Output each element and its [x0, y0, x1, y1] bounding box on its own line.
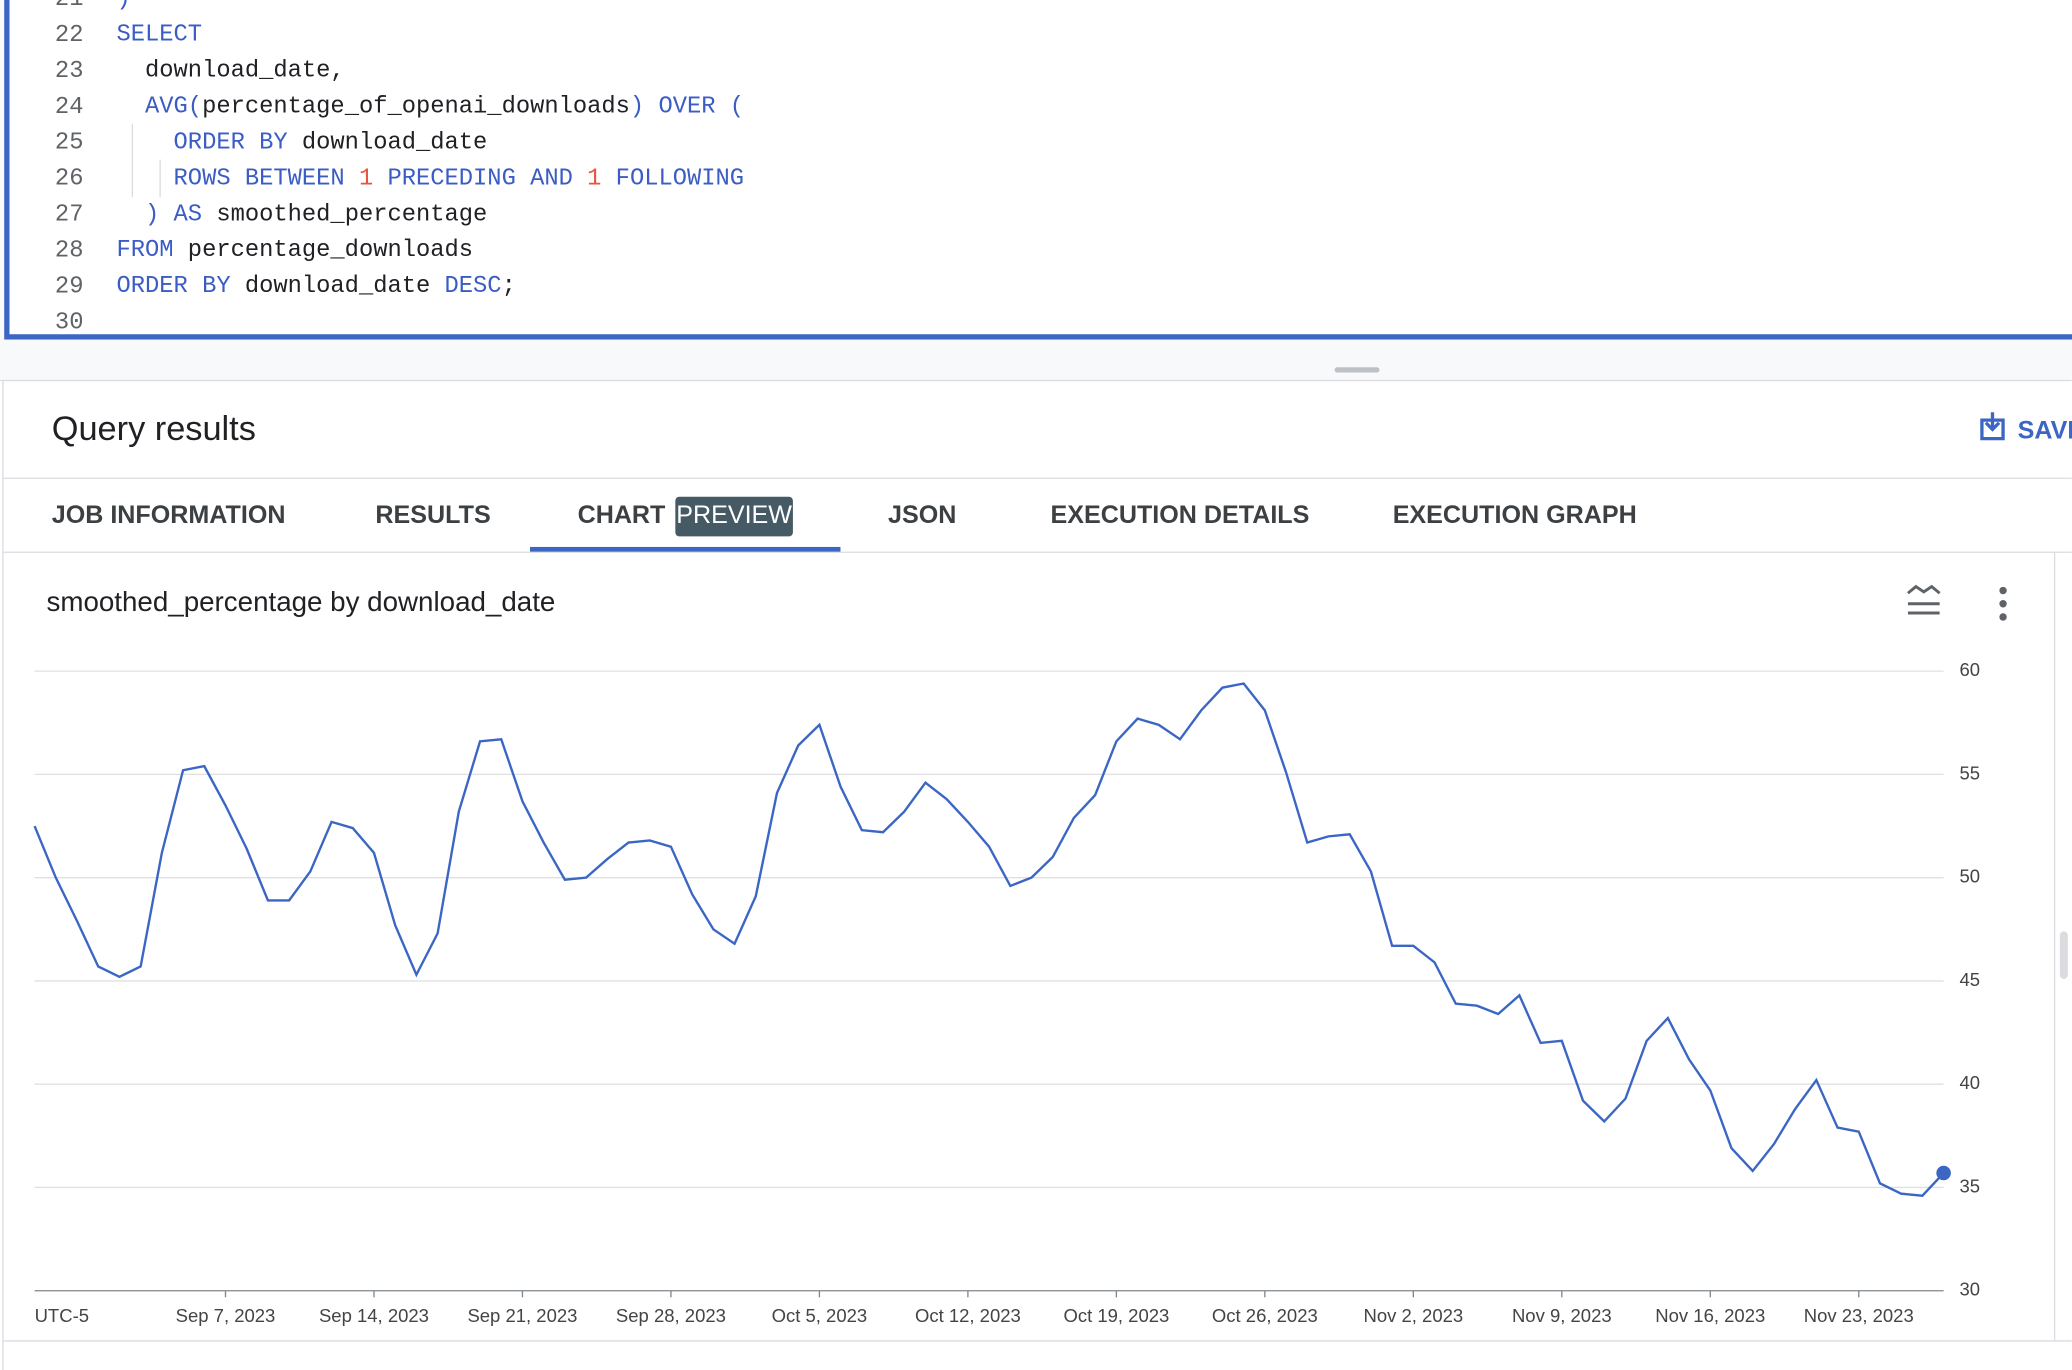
line-number: 28 — [55, 238, 84, 265]
code-line: ROWS BETWEEN 1 PRECEDING AND 1 FOLLOWING — [117, 166, 745, 193]
active-indicator — [530, 546, 841, 553]
y-tick-label: 60 — [1959, 659, 1980, 680]
line-number: 27 — [55, 202, 84, 229]
x-tick-label: Sep 28, 2023 — [616, 1305, 726, 1326]
line-number: 22 — [55, 22, 84, 49]
x-tick-label: Nov 16, 2023 — [1655, 1305, 1765, 1326]
data-point[interactable] — [1936, 1165, 1951, 1181]
x-tick-label: Nov 2, 2023 — [1363, 1305, 1463, 1326]
y-tick-label: 40 — [1959, 1072, 1980, 1093]
resize-handle[interactable] — [1334, 367, 1380, 373]
x-tick-label: Oct 12, 2023 — [915, 1305, 1021, 1326]
x-tick-label: Oct 5, 2023 — [772, 1305, 868, 1326]
tab[interactable]: EXECUTION GRAPH — [1393, 501, 1637, 529]
line-number: 21 — [55, 0, 84, 13]
tab[interactable]: EXECUTION DETAILS — [1051, 501, 1310, 529]
legend-toggle[interactable] — [1907, 584, 1941, 615]
code-token: 1 — [587, 166, 601, 193]
line-number: 23 — [55, 58, 84, 85]
code-token: ) — [117, 0, 131, 13]
line-number: 30 — [55, 309, 84, 336]
code-token: download_date — [231, 273, 431, 300]
code-token: SELECT — [117, 22, 203, 49]
scrollbar[interactable] — [2059, 931, 2068, 979]
code-line: ORDER BY download_date DESC; — [117, 273, 516, 300]
x-tick-label: Nov 23, 2023 — [1804, 1305, 1914, 1326]
tab[interactable]: RESULTS — [375, 501, 490, 529]
chart: 30 35 40 45 50 55 60 Sep 7, 2023 Sep 14, 2023 Sep… — [33, 659, 1980, 1326]
save-icon[interactable] — [1980, 412, 2005, 441]
line-number: 25 — [55, 130, 84, 157]
code-line: ) — [117, 0, 131, 13]
tab-bar: JOB INFORMATION RESULTS CHART PREVIEW JSON EX… — [52, 496, 1637, 553]
y-tick-label: 50 — [1959, 866, 1980, 887]
y-tick-label: 45 — [1959, 969, 1980, 990]
code-token: PRECEDING AND — [373, 166, 587, 193]
line-number: 29 — [55, 273, 84, 300]
code-token: FROM — [117, 238, 174, 265]
x-tick-label: Sep 7, 2023 — [176, 1305, 276, 1326]
tab[interactable]: CHART — [578, 501, 666, 529]
code-token: DESC — [430, 273, 501, 300]
line-number: 26 — [55, 166, 84, 193]
x-tick-label: Oct 19, 2023 — [1063, 1305, 1169, 1326]
tab[interactable]: JSON — [888, 501, 956, 529]
code-token: ) OVER ( — [630, 94, 744, 121]
code-token: ) AS — [117, 202, 203, 229]
code-token: AVG( — [117, 94, 203, 121]
code-line: ORDER BY download_date — [117, 130, 488, 157]
code-line: AVG(percentage_of_openai_downloads) OVER… — [117, 94, 745, 121]
chart-title: smoothed_percentage by download_date — [46, 586, 555, 617]
badge-bg — [675, 496, 793, 537]
line-number: 24 — [55, 94, 84, 121]
tab[interactable]: JOB INFORMATION — [52, 501, 286, 529]
code-line: download_date, — [117, 58, 345, 85]
timezone-label: UTC-5 — [35, 1305, 89, 1326]
code-token: ROWS BETWEEN — [117, 166, 359, 193]
code-token: ORDER BY — [117, 273, 231, 300]
save-button[interactable]: SAVE — [2018, 417, 2072, 445]
badge: PREVIEW — [676, 501, 792, 529]
code-token: download_date, — [117, 58, 345, 85]
x-tick-label: Oct 26, 2023 — [1212, 1305, 1318, 1326]
code-token: ; — [502, 273, 516, 300]
code-token: smoothed_percentage — [202, 202, 487, 229]
code-line: SELECT — [117, 22, 203, 49]
more-menu[interactable] — [1999, 586, 2007, 621]
code-line: ) AS smoothed_percentage — [117, 202, 488, 229]
x-tick-label: Sep 21, 2023 — [467, 1305, 577, 1326]
data-line — [33, 682, 1945, 1197]
y-tick-label: 35 — [1959, 1175, 1980, 1196]
code-token: percentage_downloads — [174, 238, 474, 265]
results-title: Query results — [52, 410, 256, 448]
x-tick-label: Sep 14, 2023 — [319, 1305, 429, 1326]
y-tick-label: 55 — [1959, 762, 1980, 783]
code-token: percentage_of_openai_downloads — [202, 94, 630, 121]
code-token: 1 — [359, 166, 373, 193]
y-tick-label: 30 — [1959, 1279, 1980, 1300]
editor[interactable] — [4, 0, 2072, 340]
code-token: FOLLOWING — [601, 166, 744, 193]
code-line: FROM percentage_downloads — [117, 238, 474, 265]
x-tick-label: Nov 9, 2023 — [1512, 1305, 1612, 1326]
code-token: download_date — [288, 130, 488, 157]
code-token: ORDER BY — [117, 130, 288, 157]
